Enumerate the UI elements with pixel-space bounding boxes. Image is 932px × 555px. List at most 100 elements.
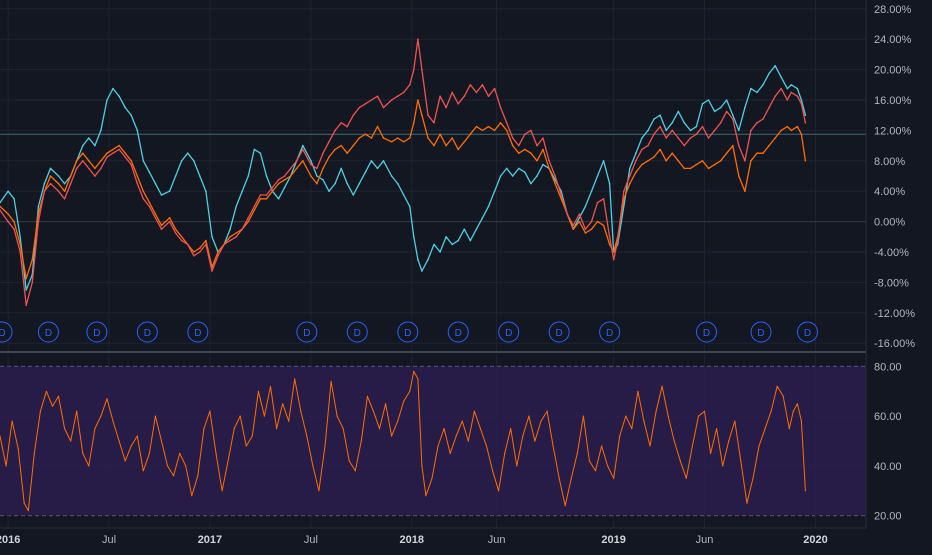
oscillator-point: [667, 415, 669, 417]
oscillator-point: [130, 445, 132, 447]
series-point-main-price: [376, 95, 379, 97]
dividend-marker[interactable]: D: [0, 321, 13, 343]
dividend-marker[interactable]: D: [498, 321, 520, 343]
series-point-cyan-compare: [683, 122, 686, 124]
series-point-orange-compare: [548, 167, 550, 170]
price-axis-label: 28.00%: [874, 4, 912, 16]
oscillator-point: [227, 460, 229, 462]
oscillator-point: [0, 435, 1, 437]
dividend-marker[interactable]: D: [187, 321, 209, 343]
oscillator-point: [118, 440, 120, 442]
oscillator-point: [473, 410, 475, 412]
oscillator-point: [413, 370, 415, 372]
series-point-cyan-compare: [584, 205, 587, 208]
series-point-main-price: [334, 129, 336, 132]
series-point-main-price: [328, 141, 330, 143]
series-point-cyan-compare: [417, 258, 419, 261]
series-point-main-price: [786, 99, 789, 101]
oscillator-point: [516, 465, 518, 467]
oscillator-axis[interactable]: 80.00 60.00 40.00 20.00: [874, 361, 902, 522]
series-point-main-price: [136, 182, 139, 185]
series-point-orange-compare: [358, 137, 361, 139]
series-point-main-price: [542, 137, 544, 139]
dividend-marker[interactable]: D: [346, 321, 368, 343]
price-axis[interactable]: 28.00% 24.00% 20.00% 16.00% 12.00% 8.00% 4.00%…: [874, 4, 915, 350]
dividend-marker[interactable]: D: [37, 321, 59, 343]
series-point-main-price: [402, 91, 405, 94]
series-point-cyan-compare: [136, 129, 139, 132]
series-point-main-price: [49, 182, 52, 185]
series-point-main-price: [732, 118, 734, 120]
dividend-marker[interactable]: D: [750, 321, 772, 343]
series-point-cyan-compare: [0, 201, 1, 204]
series-point-cyan-compare: [160, 194, 163, 196]
series-point-orange-compare: [396, 137, 399, 139]
oscillator-point: [758, 445, 760, 447]
series-point-orange-compare: [205, 239, 207, 242]
series-point-main-price: [707, 137, 710, 139]
dividend-marker[interactable]: D: [296, 321, 318, 343]
series-point-main-price: [310, 163, 312, 166]
dividend-marker[interactable]: D: [447, 321, 469, 343]
series-point-orange-compare: [13, 220, 15, 223]
oscillator-point: [378, 428, 381, 430]
series-point-main-price: [796, 95, 799, 97]
series-point-cyan-compare: [796, 87, 799, 90]
series-point-orange-compare: [352, 144, 355, 147]
series-point-orange-compare: [229, 236, 231, 238]
series-point-cyan-compare: [457, 239, 460, 242]
dividend-marker[interactable]: D: [696, 321, 718, 343]
series-point-orange-compare: [302, 160, 304, 162]
series-point-main-price: [590, 220, 593, 223]
oscillator-point: [570, 477, 572, 479]
dividend-marker[interactable]: D: [136, 321, 158, 343]
dividend-marker[interactable]: D: [599, 321, 621, 343]
oscillator-point: [417, 378, 419, 380]
oscillator-point: [306, 435, 308, 437]
series-point-orange-compare: [796, 125, 799, 128]
series-point-orange-compare: [25, 277, 28, 280]
oscillator-point: [800, 420, 803, 422]
series-point-orange-compare: [402, 141, 405, 143]
dividend-marker[interactable]: D: [397, 321, 419, 343]
time-axis[interactable]: 2016 Jul 2017 Jul 2018 Jun 2019 Jun 2020: [0, 534, 828, 546]
oscillator-band: [0, 366, 866, 516]
series-point-main-price: [572, 224, 575, 227]
dividend-marker[interactable]: D: [796, 321, 818, 343]
series-point-orange-compare: [612, 251, 615, 253]
oscillator-point: [691, 445, 694, 447]
series-point-cyan-compare: [328, 190, 330, 192]
series-point-main-price: [271, 186, 274, 189]
dividend-marker[interactable]: D: [548, 321, 570, 343]
oscillator-point: [540, 420, 542, 422]
series-point-cyan-compare: [148, 171, 151, 173]
series-point-main-price: [475, 91, 478, 94]
series-point-cyan-compare: [370, 160, 373, 162]
oscillator-point: [191, 495, 193, 497]
oscillator-point: [510, 428, 512, 430]
series-point-cyan-compare: [542, 163, 544, 166]
series-point-cyan-compare: [629, 167, 631, 170]
series-point-orange-compare: [75, 160, 78, 162]
oscillator-point: [179, 452, 181, 454]
series-point-main-price: [635, 160, 637, 162]
oscillator-point: [57, 395, 60, 397]
dividend-marker-label: D: [703, 328, 710, 339]
series-point-orange-compare: [602, 224, 605, 227]
series-point-orange-compare: [762, 152, 764, 154]
series-point-orange-compare: [768, 144, 770, 147]
series-point-orange-compare: [707, 167, 710, 170]
oscillator-point: [504, 452, 506, 454]
series-point-orange-compare: [136, 175, 139, 177]
series-point-orange-compare: [235, 232, 237, 234]
series-point-main-price: [774, 95, 776, 97]
series-point-orange-compare: [390, 141, 393, 143]
series-point-cyan-compare: [701, 103, 704, 105]
oscillator-point: [233, 428, 235, 430]
oscillator-point: [558, 477, 560, 479]
main-grid: [0, 0, 866, 352]
series-point-cyan-compare: [695, 125, 698, 128]
dividend-marker[interactable]: D: [86, 321, 108, 343]
series-point-orange-compare: [800, 133, 803, 135]
dividend-marker-circle: [397, 321, 419, 343]
